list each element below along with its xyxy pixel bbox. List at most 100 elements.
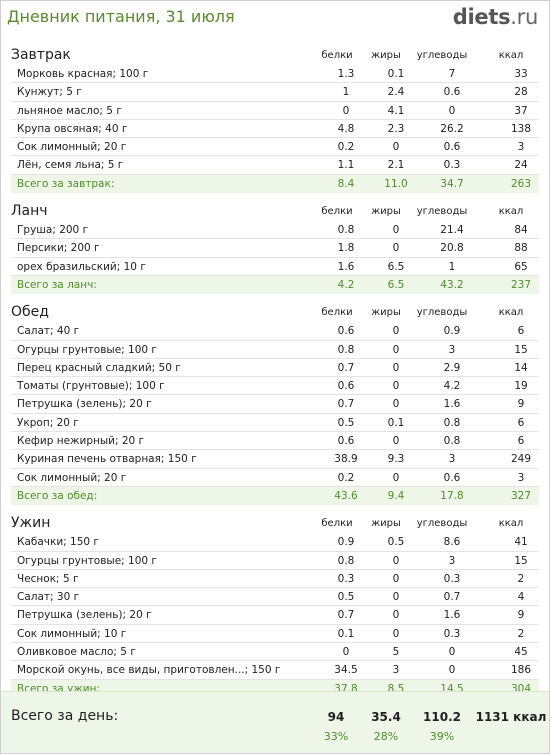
food-protein: 0.3	[337, 572, 355, 585]
column-header-carbs: углеводы	[416, 50, 468, 61]
food-row[interactable]: Крупа овсяная; 40 г 4.8 2.3 26.2 138	[11, 120, 539, 139]
food-name[interactable]: Петрушка (зелень); 20 г	[17, 609, 152, 622]
food-name[interactable]: Укроп; 20 г	[17, 416, 79, 429]
food-name[interactable]: Морской окунь, все виды, приготовлен...;…	[17, 664, 281, 677]
food-name[interactable]: Сок лимонный; 20 г	[17, 141, 127, 154]
food-name[interactable]: Петрушка (зелень); 20 г	[17, 398, 152, 411]
meal-header: Ужин белки жиры углеводы ккал	[1, 505, 549, 533]
food-name[interactable]: Кунжут; 5 г	[17, 86, 82, 99]
food-row[interactable]: Петрушка (зелень); 20 г 0.7 0 1.6 9	[11, 395, 539, 414]
food-name[interactable]: льняное масло; 5 г	[17, 104, 122, 117]
day-total-fat: 35.4	[371, 710, 401, 724]
food-name[interactable]: Крупа овсяная; 40 г	[17, 122, 128, 135]
food-row[interactable]: Сок лимонный; 20 г 0.2 0 0.6 3	[11, 469, 539, 487]
food-name[interactable]: Кефир нежирный; 20 г	[17, 435, 145, 448]
food-row[interactable]: Кабачки; 150 г 0.9 0.5 8.6 41	[11, 533, 539, 552]
food-name[interactable]: Томаты (грунтовые); 100 г	[17, 380, 165, 393]
food-fat: 5	[392, 646, 400, 659]
food-name[interactable]: Куриная печень отварная; 150 г	[17, 453, 197, 466]
column-header-fat: жиры	[371, 307, 401, 319]
food-fat: 0	[392, 554, 400, 567]
food-fat: 0	[392, 435, 400, 448]
food-row[interactable]: Оливковое масло; 5 г 0 5 0 45	[11, 643, 539, 662]
food-row[interactable]: Огурцы грунтовые; 100 г 0.8 0 3 15	[11, 552, 539, 570]
food-name[interactable]: Кабачки; 150 г	[17, 536, 99, 549]
food-name[interactable]: Чеснок; 5 г	[17, 572, 79, 585]
food-row[interactable]: Кунжут; 5 г 1 2.4 0.6 28	[11, 83, 539, 102]
food-name[interactable]: орех бразильский; 10 г	[17, 260, 146, 273]
food-row[interactable]: Груша; 200 г 0.8 0 21.4 84	[11, 221, 539, 240]
food-carbs: 0.6	[443, 471, 461, 484]
column-header-fat: жиры	[371, 206, 401, 218]
column-header-kcal: ккал	[498, 50, 524, 61]
food-row[interactable]: Петрушка (зелень); 20 г 0.7 0 1.6 9	[11, 606, 539, 625]
food-kcal: 24	[514, 159, 528, 172]
food-row[interactable]: льняное масло; 5 г 0 4.1 0 37	[11, 102, 539, 120]
food-row[interactable]: Томаты (грунтовые); 100 г 0.6 0 4.2 19	[11, 377, 539, 396]
food-name[interactable]: Груша; 200 г	[17, 224, 89, 237]
food-carbs: 2.9	[443, 361, 461, 374]
food-name[interactable]: Персики; 200 г	[17, 242, 100, 255]
food-kcal: 6	[517, 416, 525, 429]
food-name[interactable]: Салат; 30 г	[17, 591, 80, 604]
food-name[interactable]: Морковь красная; 100 г	[17, 68, 149, 80]
food-name[interactable]: Лён, семя льна; 5 г	[17, 159, 124, 172]
food-row[interactable]: Лён, семя льна; 5 г 1.1 2.1 0.3 24	[11, 156, 539, 175]
food-kcal: 15	[514, 343, 528, 356]
meal-section: Завтрак белки жиры углеводы ккал Морковь крас…	[1, 37, 549, 194]
food-carbs: 0	[448, 646, 456, 659]
food-fat: 0	[392, 242, 400, 255]
food-row[interactable]: орех бразильский; 10 г 1.6 6.5 1 65	[11, 258, 539, 276]
food-carbs: 8.6	[443, 536, 461, 549]
food-name[interactable]: Оливковое масло; 5 г	[17, 646, 136, 659]
food-name[interactable]: Огурцы грунтовые; 100 г	[17, 554, 157, 567]
food-row[interactable]: Огурцы грунтовые; 100 г 0.8 0 3 15	[11, 341, 539, 359]
brand-logo[interactable]: diets.ru	[453, 5, 539, 29]
food-row[interactable]: Сок лимонный; 10 г 0.1 0 0.3 2	[11, 625, 539, 644]
food-carbs: 0	[448, 104, 456, 117]
food-name[interactable]: Сок лимонный; 10 г	[17, 627, 127, 640]
food-row[interactable]: Персики; 200 г 1.8 0 20.8 88	[11, 239, 539, 258]
food-row[interactable]: Укроп; 20 г 0.5 0.1 0.8 6	[11, 414, 539, 433]
food-row[interactable]: Салат; 40 г 0.6 0 0.9 6	[11, 322, 539, 341]
food-row[interactable]: Перец красный сладкий; 50 г 0.7 0 2.9 14	[11, 359, 539, 378]
meal-total-label: Всего за завтрак:	[17, 177, 115, 190]
food-name[interactable]: Салат; 40 г	[17, 325, 80, 338]
food-name[interactable]: Перец красный сладкий; 50 г	[17, 361, 181, 374]
meal-total-fat: 9.4	[387, 489, 405, 502]
meal-total-protein: 8.4	[337, 177, 355, 190]
food-row[interactable]: Морской окунь, все виды, приготовлен...;…	[11, 661, 539, 680]
food-protein: 0.5	[337, 416, 355, 429]
food-kcal: 186	[510, 664, 532, 677]
food-fat: 3	[392, 664, 400, 677]
food-fat: 0	[392, 224, 400, 237]
food-kcal: 6	[517, 435, 525, 448]
food-protein: 1.1	[337, 159, 355, 172]
food-carbs: 1.6	[443, 609, 461, 622]
day-total: Всего за день: 94 35.4 110.2 1131 ккал 3…	[1, 691, 549, 753]
food-protein: 0.5	[337, 591, 355, 604]
food-kcal: 88	[514, 242, 528, 255]
column-header-carbs: углеводы	[416, 307, 468, 319]
food-row[interactable]: Салат; 30 г 0.5 0 0.7 4	[11, 588, 539, 607]
food-row[interactable]: Чеснок; 5 г 0.3 0 0.3 2	[11, 570, 539, 589]
food-fat: 0	[392, 398, 400, 411]
food-protein: 0.8	[337, 224, 355, 237]
day-fat-percent: 28%	[373, 730, 399, 743]
food-kcal: 33	[514, 68, 528, 80]
food-protein: 1.6	[337, 260, 355, 273]
food-kcal: 84	[514, 224, 528, 237]
food-fat: 0.1	[387, 68, 405, 80]
meal-section: Ужин белки жиры углеводы ккал Кабачки; 150 г 0…	[1, 505, 549, 698]
food-kcal: 14	[514, 361, 528, 374]
food-protein: 4.8	[337, 122, 355, 135]
food-name[interactable]: Огурцы грунтовые; 100 г	[17, 343, 157, 356]
food-row[interactable]: Куриная печень отварная; 150 г 38.9 9.3 3 24…	[11, 450, 539, 469]
food-kcal: 2	[517, 627, 525, 640]
food-fat: 9.3	[387, 453, 405, 466]
food-name[interactable]: Сок лимонный; 20 г	[17, 471, 127, 484]
food-row[interactable]: Сок лимонный; 20 г 0.2 0 0.6 3	[11, 138, 539, 157]
food-row[interactable]: Морковь красная; 100 г 1.3 0.1 7 33	[11, 65, 539, 84]
food-fat: 0	[392, 141, 400, 154]
food-row[interactable]: Кефир нежирный; 20 г 0.6 0 0.8 6	[11, 432, 539, 451]
